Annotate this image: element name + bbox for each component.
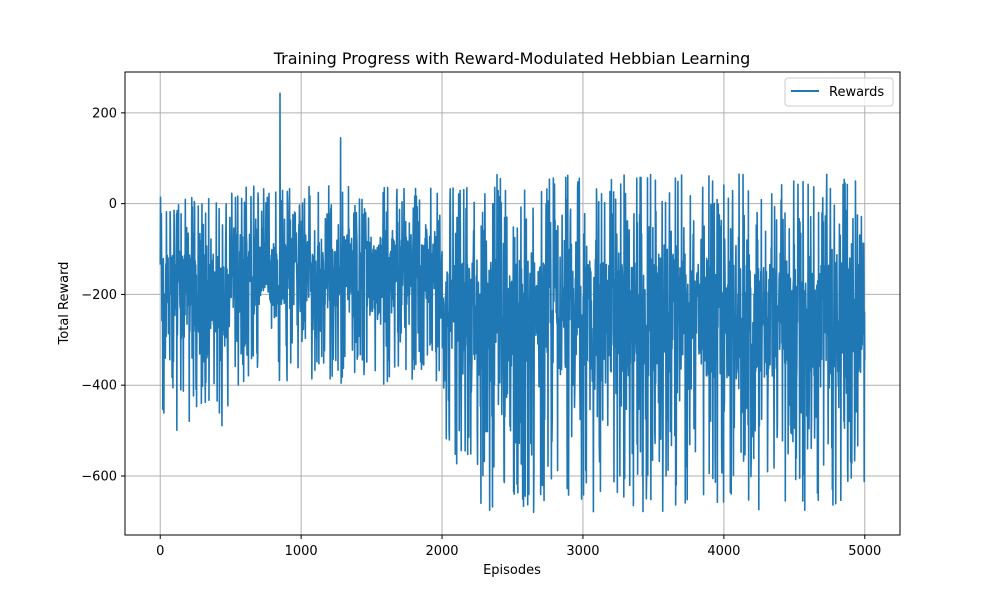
x-axis-label: Episodes <box>483 563 541 578</box>
y-axis-label: Total Reward <box>57 262 72 346</box>
x-tick-label: 4000 <box>707 544 740 559</box>
series-layer <box>159 92 866 514</box>
y-tick-label: −400 <box>81 379 117 394</box>
chart-title: Training Progress with Reward-Modulated … <box>273 49 751 68</box>
x-tick-label: 5000 <box>848 544 881 559</box>
legend: Rewards <box>784 77 894 107</box>
y-tick-label: 200 <box>92 106 117 121</box>
y-tick-label: −600 <box>81 469 117 484</box>
y-tick-label: −200 <box>81 288 117 303</box>
x-tick-label: 2000 <box>425 544 458 559</box>
x-tick-label: 0 <box>156 544 164 559</box>
y-tick-label: 0 <box>109 197 117 212</box>
y-axis-ticks: 200 0 −200 −400 −600 <box>81 106 125 484</box>
x-axis-ticks: 0 1000 2000 3000 4000 5000 <box>156 535 881 559</box>
plot-area-frame <box>124 71 901 536</box>
x-tick-label: 1000 <box>285 544 318 559</box>
series-line-rewards <box>159 92 866 514</box>
legend-frame <box>784 77 894 107</box>
x-tick-label: 3000 <box>566 544 599 559</box>
legend-label: Rewards <box>829 85 884 100</box>
